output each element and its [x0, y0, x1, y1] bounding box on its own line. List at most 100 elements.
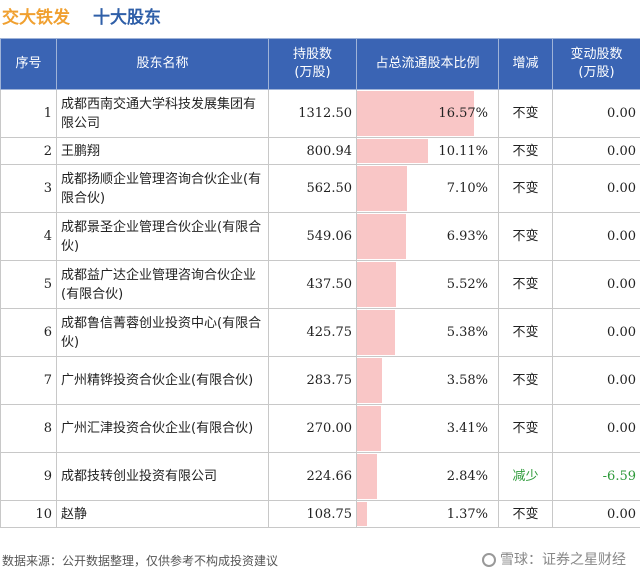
col-header-rank: 序号 — [0, 38, 57, 90]
cell-shares: 437.50 — [268, 260, 357, 309]
cell-change: 不变 — [498, 356, 553, 405]
cell-holder-name: 成都扬顺企业管理咨询合伙企业(有限合伙) — [56, 164, 269, 213]
table-row: 7 广州精铧投资合伙企业(有限合伙) 283.75 3.58% 不变 0.00 — [0, 356, 640, 405]
pct-bar — [357, 406, 382, 451]
cell-pct: 7.10% — [356, 164, 499, 213]
table-row: 9 成都技转创业投资有限公司 224.66 2.84% 减少 -6.59 — [0, 452, 640, 501]
cell-change: 不变 — [498, 500, 553, 528]
cell-rank: 4 — [0, 212, 57, 261]
cell-shares: 108.75 — [268, 500, 357, 528]
cell-pct: 3.58% — [356, 356, 499, 405]
pct-value: 6.93% — [446, 229, 488, 244]
top-ten-holders-table: 序号 股东名称 持股数 (万股) 占总流通股本比例 增减 变动股数 (万股) 1… — [0, 38, 640, 528]
table-row: 10 赵静 108.75 1.37% 不变 0.00 — [0, 500, 640, 528]
table-row: 3 成都扬顺企业管理咨询合伙企业(有限合伙) 562.50 7.10% 不变 0.00 — [0, 164, 640, 213]
cell-holder-name: 赵静 — [56, 500, 269, 528]
cell-shares: 224.66 — [268, 452, 357, 501]
pct-bar — [357, 262, 396, 307]
cell-rank: 5 — [0, 260, 57, 309]
cell-change: 不变 — [498, 404, 553, 453]
cell-holder-name: 成都西南交通大学科技发展集团有限公司 — [56, 89, 269, 138]
cell-shares: 1312.50 — [268, 89, 357, 138]
pct-bar — [357, 310, 395, 355]
cell-change-amount: 0.00 — [552, 164, 640, 213]
cell-change-amount: 0.00 — [552, 212, 640, 261]
table-body: 1 成都西南交通大学科技发展集团有限公司 1312.50 16.57% 不变 0.00 2 王… — [0, 89, 640, 528]
section-title: 十大股东 — [93, 8, 161, 28]
cell-pct: 2.84% — [356, 452, 499, 501]
pct-value: 3.41% — [446, 421, 488, 436]
snowball-logo-icon — [482, 553, 496, 567]
cell-change-amount: -6.59 — [552, 452, 640, 501]
cell-pct: 3.41% — [356, 404, 499, 453]
cell-rank: 7 — [0, 356, 57, 405]
pct-bar — [357, 214, 406, 259]
col-header-change: 增减 — [498, 38, 553, 90]
pct-bar — [357, 502, 367, 526]
table-row: 8 广州汇津投资合伙企业(有限合伙) 270.00 3.41% 不变 0.00 — [0, 404, 640, 453]
cell-change-amount: 0.00 — [552, 500, 640, 528]
cell-holder-name: 成都益广达企业管理咨询合伙企业(有限合伙) — [56, 260, 269, 309]
col-header-name: 股东名称 — [56, 38, 269, 90]
data-source-note: 数据来源：公开数据整理，仅供参考不构成投资建议 — [2, 554, 279, 568]
cell-shares: 562.50 — [268, 164, 357, 213]
cell-change: 不变 — [498, 137, 553, 165]
cell-change-amount: 0.00 — [552, 260, 640, 309]
cell-change: 不变 — [498, 308, 553, 357]
pct-bar — [357, 166, 408, 211]
cell-change: 不变 — [498, 164, 553, 213]
cell-pct: 1.37% — [356, 500, 499, 528]
cell-shares: 270.00 — [268, 404, 357, 453]
cell-rank: 8 — [0, 404, 57, 453]
pct-value: 5.52% — [446, 277, 488, 292]
table-header-row: 序号 股东名称 持股数 (万股) 占总流通股本比例 增减 变动股数 (万股) — [0, 38, 640, 90]
pct-bar — [357, 91, 474, 136]
cell-change-amount: 0.00 — [552, 137, 640, 165]
pct-value: 2.84% — [446, 469, 488, 484]
cell-rank: 10 — [0, 500, 57, 528]
cell-change: 不变 — [498, 89, 553, 138]
table-row: 4 成都景圣企业管理合伙企业(有限合伙) 549.06 6.93% 不变 0.00 — [0, 212, 640, 261]
cell-rank: 3 — [0, 164, 57, 213]
cell-pct: 5.38% — [356, 308, 499, 357]
table-row: 2 王鹏翔 800.94 10.11% 不变 0.00 — [0, 137, 640, 165]
pct-value: 1.37% — [446, 506, 488, 522]
cell-rank: 2 — [0, 137, 57, 165]
cell-change: 减少 — [498, 452, 553, 501]
cell-pct: 16.57% — [356, 89, 499, 138]
pct-bar — [357, 139, 429, 163]
cell-holder-name: 成都鲁信菁蓉创业投资中心(有限合伙) — [56, 308, 269, 357]
cell-change: 不变 — [498, 212, 553, 261]
cell-change: 不变 — [498, 260, 553, 309]
table-row: 1 成都西南交通大学科技发展集团有限公司 1312.50 16.57% 不变 0.00 — [0, 89, 640, 138]
cell-change-amount: 0.00 — [552, 404, 640, 453]
pct-value: 5.38% — [446, 325, 488, 340]
pct-value: 3.58% — [446, 373, 488, 388]
cell-holder-name: 广州汇津投资合伙企业(有限合伙) — [56, 404, 269, 453]
brand-watermark: 雪球：证券之星财经 — [482, 549, 626, 569]
cell-pct: 10.11% — [356, 137, 499, 165]
company-name: 交大铁发 — [2, 8, 70, 28]
cell-holder-name: 成都景圣企业管理合伙企业(有限合伙) — [56, 212, 269, 261]
cell-change-amount: 0.00 — [552, 89, 640, 138]
cell-shares: 549.06 — [268, 212, 357, 261]
cell-pct: 5.52% — [356, 260, 499, 309]
title-bar: 交大铁发 十大股东 — [0, 0, 640, 34]
cell-shares: 283.75 — [268, 356, 357, 405]
pct-value: 7.10% — [446, 181, 488, 196]
table-row: 6 成都鲁信菁蓉创业投资中心(有限合伙) 425.75 5.38% 不变 0.00 — [0, 308, 640, 357]
cell-rank: 1 — [0, 89, 57, 138]
col-header-pct: 占总流通股本比例 — [356, 38, 499, 90]
cell-shares: 425.75 — [268, 308, 357, 357]
table-row: 5 成都益广达企业管理咨询合伙企业(有限合伙) 437.50 5.52% 不变 0.00 — [0, 260, 640, 309]
cell-holder-name: 成都技转创业投资有限公司 — [56, 452, 269, 501]
cell-rank: 6 — [0, 308, 57, 357]
col-header-shares: 持股数 (万股) — [268, 38, 357, 90]
cell-change-amount: 0.00 — [552, 356, 640, 405]
cell-change-amount: 0.00 — [552, 308, 640, 357]
cell-pct: 6.93% — [356, 212, 499, 261]
cell-shares: 800.94 — [268, 137, 357, 165]
cell-rank: 9 — [0, 452, 57, 501]
cell-holder-name: 王鹏翔 — [56, 137, 269, 165]
pct-value: 10.11% — [438, 143, 488, 159]
